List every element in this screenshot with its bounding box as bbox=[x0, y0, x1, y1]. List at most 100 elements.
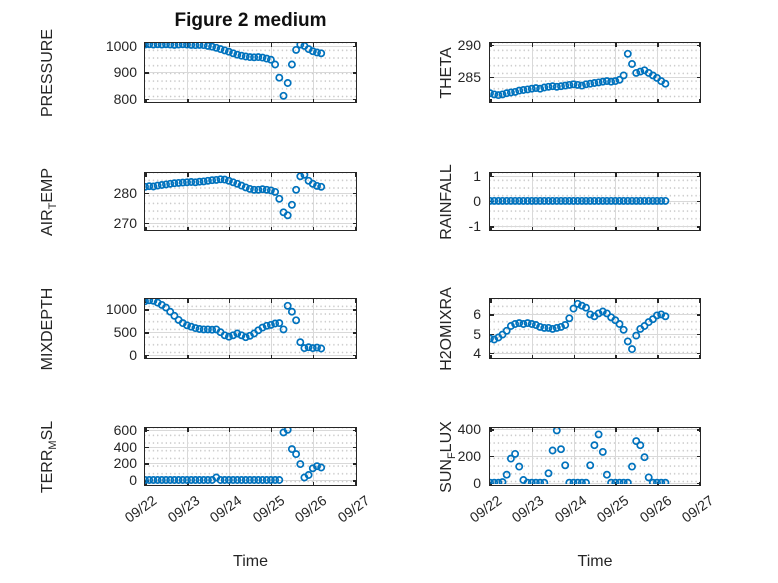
y-tick-mark bbox=[145, 222, 149, 225]
data-point bbox=[149, 43, 158, 49]
data-point bbox=[523, 478, 532, 484]
data-point bbox=[199, 177, 208, 186]
plot-area-rainfall bbox=[489, 172, 701, 231]
y-tick-mark bbox=[145, 354, 149, 357]
x-gridline bbox=[657, 299, 658, 357]
data-point bbox=[569, 304, 578, 313]
data-point bbox=[145, 43, 154, 49]
data-point bbox=[241, 333, 250, 342]
y-gridline bbox=[145, 309, 355, 311]
data-point bbox=[162, 303, 170, 312]
data-point bbox=[640, 453, 649, 462]
data-point bbox=[162, 180, 170, 189]
data-point bbox=[178, 178, 187, 187]
data-point bbox=[490, 196, 499, 205]
x-tick-mark bbox=[573, 299, 575, 303]
x-tick-mark bbox=[698, 299, 701, 303]
data-point bbox=[540, 478, 549, 484]
y-tick-mark bbox=[145, 192, 149, 195]
x-tick-mark bbox=[228, 173, 231, 177]
x-gridline bbox=[270, 428, 272, 484]
data-point bbox=[611, 478, 620, 484]
y-tick-label: 900 bbox=[113, 64, 137, 81]
data-point bbox=[527, 84, 536, 93]
data-point bbox=[594, 430, 603, 439]
data-point bbox=[178, 43, 187, 49]
data-point bbox=[552, 428, 561, 435]
y-gridline bbox=[145, 463, 355, 465]
data-point bbox=[308, 47, 317, 56]
data-point bbox=[519, 320, 528, 328]
data-point bbox=[548, 446, 557, 455]
data-point bbox=[653, 478, 661, 484]
y-tick-mark bbox=[352, 480, 356, 482]
data-point bbox=[166, 476, 175, 484]
data-point bbox=[561, 196, 570, 205]
data-point bbox=[548, 82, 557, 91]
data-point bbox=[569, 478, 578, 484]
data-point bbox=[262, 185, 271, 194]
data-point bbox=[531, 321, 540, 329]
x-gridline bbox=[187, 43, 188, 101]
x-tick-label: 09/26 bbox=[636, 492, 674, 526]
data-point bbox=[208, 43, 217, 51]
x-gridline bbox=[228, 428, 230, 484]
data-point bbox=[287, 200, 296, 209]
data-point bbox=[149, 182, 158, 191]
y-tick-label: 4 bbox=[473, 344, 481, 361]
data-point bbox=[195, 177, 204, 186]
data-point bbox=[220, 331, 229, 340]
data-point bbox=[145, 299, 154, 305]
data-point bbox=[304, 343, 313, 352]
data-point bbox=[502, 196, 511, 205]
data-point bbox=[577, 301, 586, 310]
y-axis-label-theta: THETA bbox=[438, 46, 455, 99]
data-point bbox=[498, 478, 507, 484]
data-point bbox=[183, 321, 191, 330]
x-tick-mark bbox=[270, 428, 273, 432]
data-point bbox=[271, 60, 280, 69]
y-tick-mark bbox=[696, 200, 700, 203]
data-point bbox=[300, 173, 309, 179]
data-point bbox=[540, 196, 549, 205]
x-tick-mark bbox=[270, 299, 273, 303]
data-point bbox=[544, 323, 553, 332]
y-tick-mark bbox=[145, 446, 149, 449]
data-point bbox=[254, 185, 263, 194]
data-point bbox=[536, 84, 545, 93]
data-point bbox=[300, 344, 309, 353]
data-point bbox=[611, 77, 620, 86]
data-point bbox=[519, 196, 528, 205]
data-point bbox=[515, 196, 524, 205]
data-point bbox=[552, 323, 561, 332]
y-tick-mark bbox=[696, 429, 700, 431]
data-point bbox=[237, 476, 246, 484]
y-tick-mark bbox=[490, 226, 494, 228]
data-point bbox=[145, 182, 149, 191]
y-tick-mark bbox=[696, 314, 700, 316]
data-point bbox=[552, 82, 561, 91]
data-point bbox=[275, 476, 284, 484]
x-tick-label: 09/23 bbox=[509, 492, 547, 526]
x-tick-mark bbox=[698, 226, 701, 230]
data-point bbox=[490, 334, 494, 343]
data-point bbox=[494, 196, 503, 205]
data-point bbox=[586, 196, 595, 205]
x-tick-mark bbox=[145, 173, 147, 177]
y-tick-label: 400 bbox=[113, 438, 137, 455]
data-point bbox=[187, 322, 196, 331]
data-point bbox=[170, 179, 179, 188]
y-gridline bbox=[145, 192, 355, 194]
data-point bbox=[212, 43, 221, 52]
data-point bbox=[162, 43, 170, 49]
y-gridline bbox=[145, 354, 355, 356]
data-point bbox=[195, 325, 204, 333]
x-tick-mark bbox=[657, 354, 659, 358]
data-point bbox=[216, 175, 225, 184]
x-gridline bbox=[228, 173, 230, 229]
data-point bbox=[166, 179, 175, 188]
x-tick-mark bbox=[145, 226, 147, 230]
y-tick-label: 600 bbox=[113, 421, 137, 438]
data-point bbox=[619, 196, 628, 205]
data-point bbox=[582, 478, 590, 484]
